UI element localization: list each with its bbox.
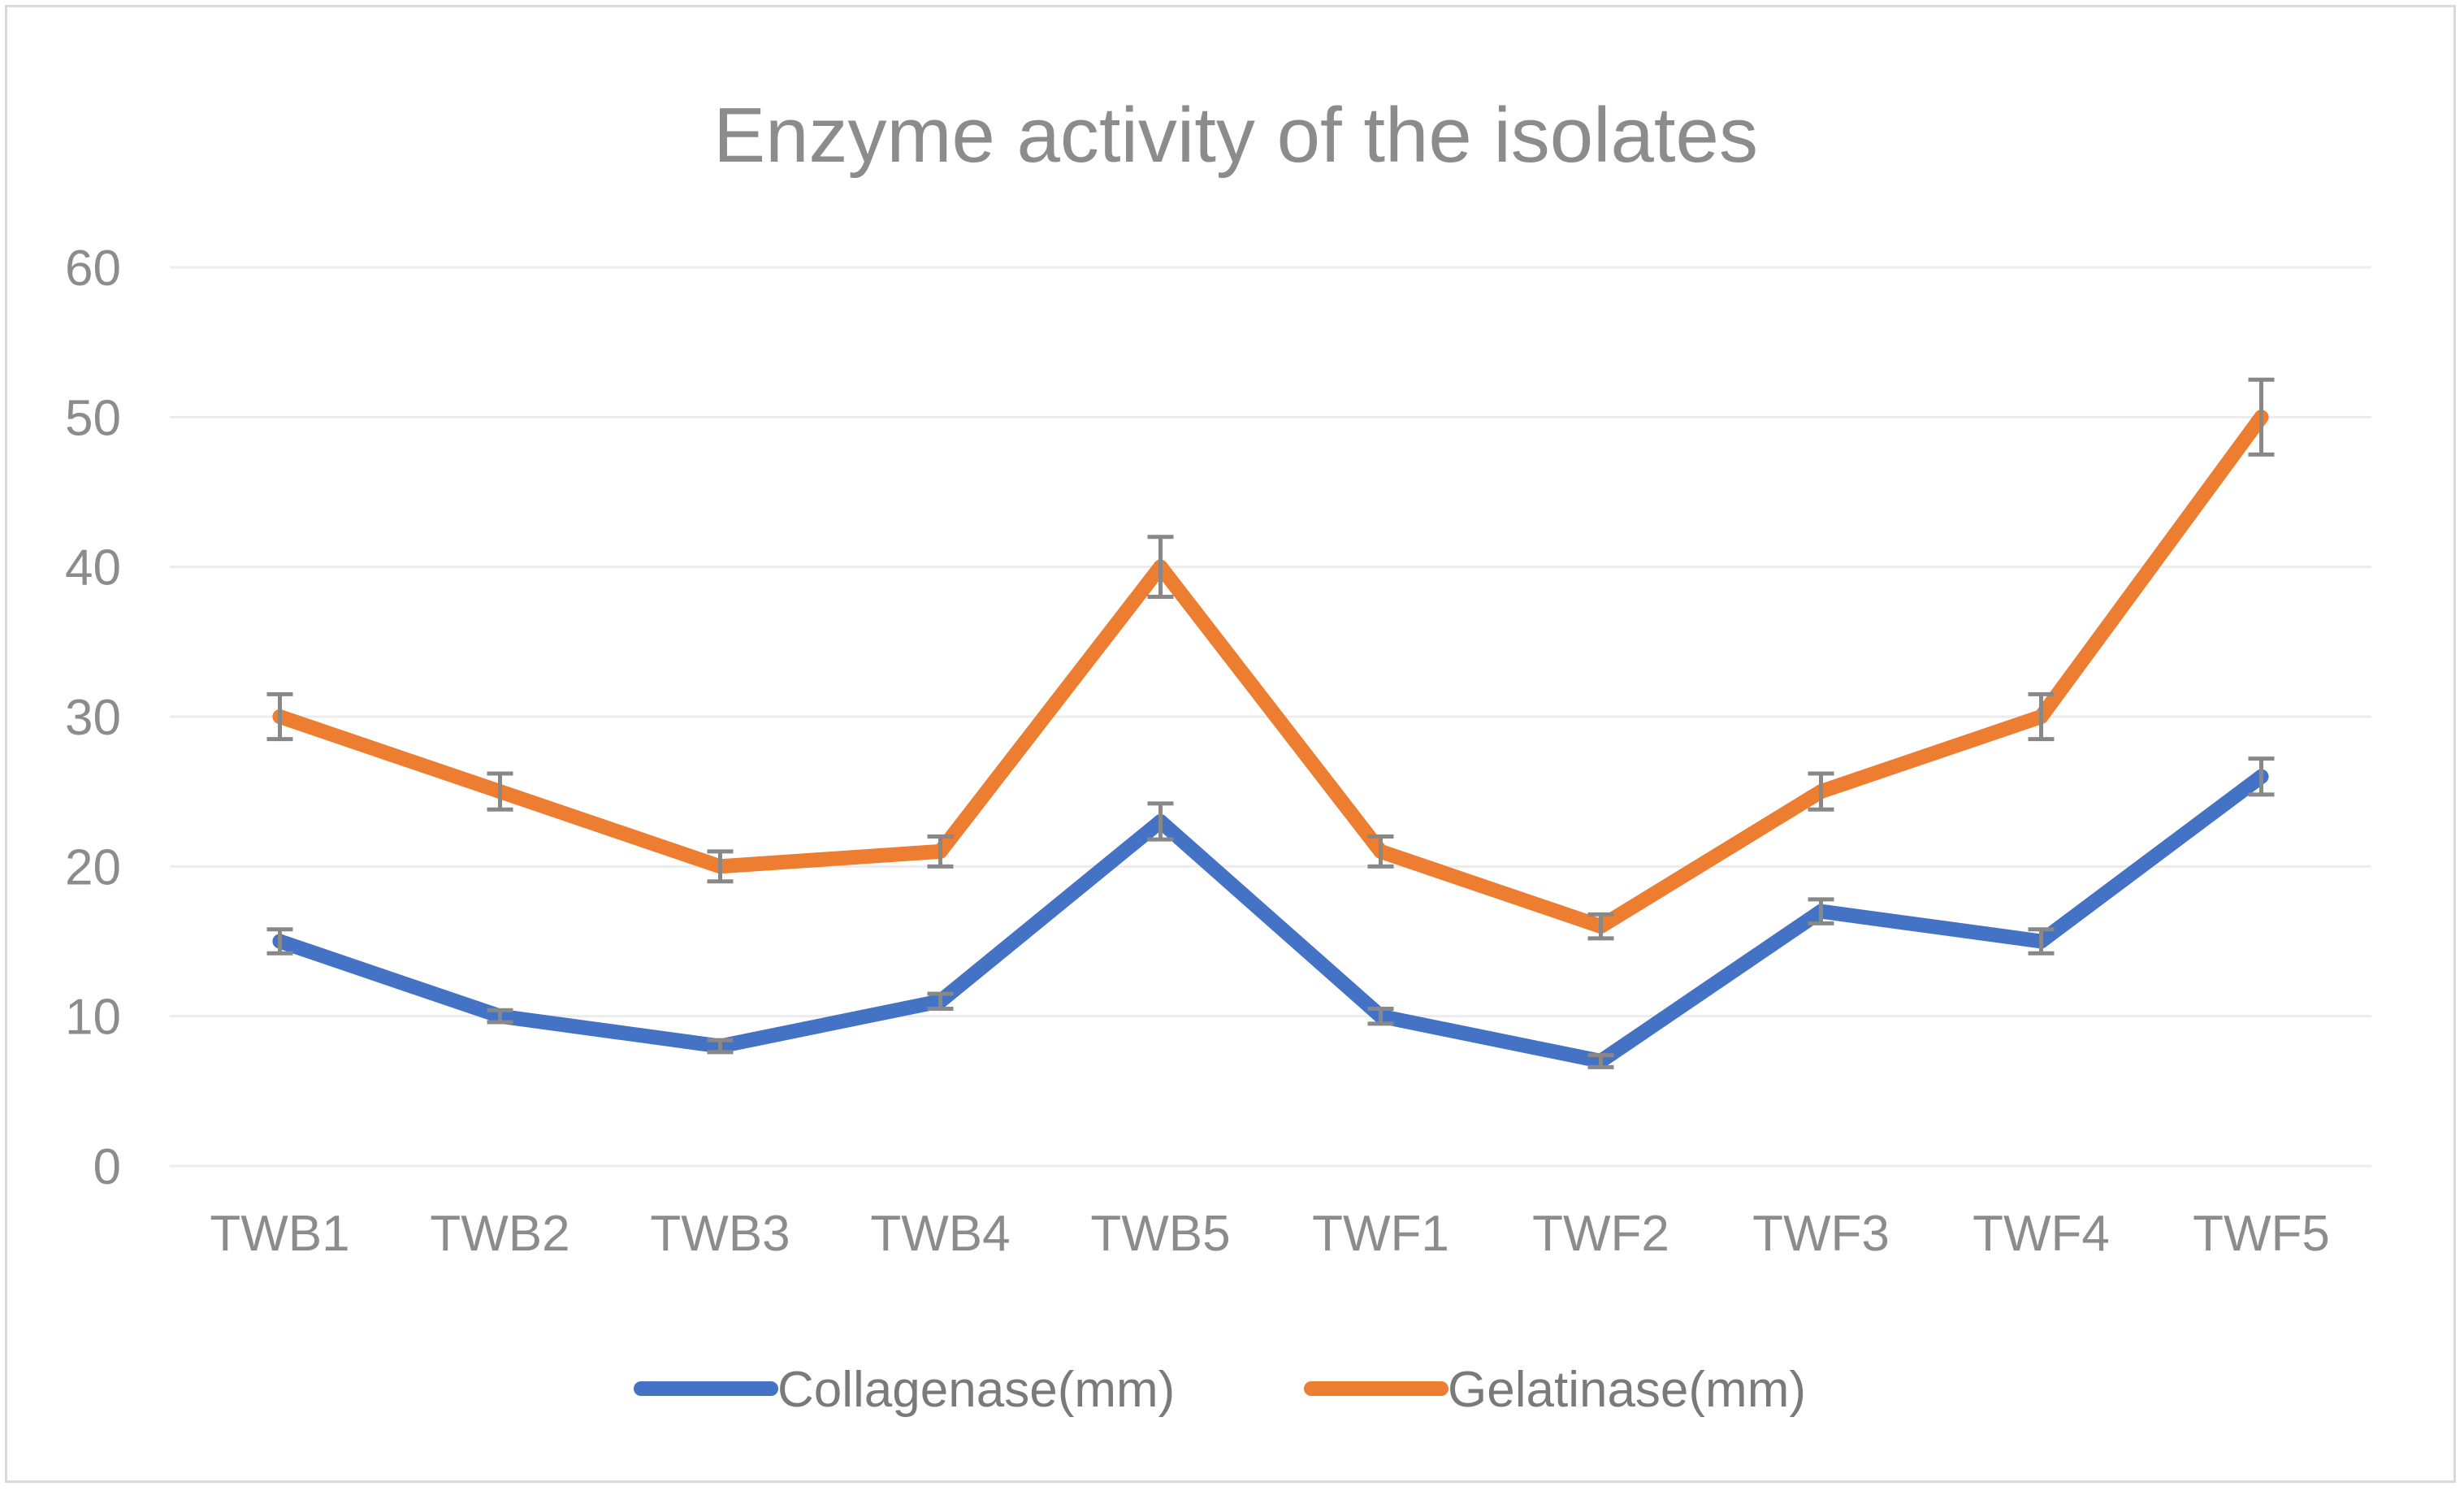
error-bar [1147,535,1174,600]
error-bar [2248,377,2275,457]
error-bar [1587,912,1614,941]
error-bar [1367,834,1394,869]
error-bar [1808,897,1834,925]
y-tick-label: 0 [93,1139,121,1195]
error-bars [266,377,2275,1069]
x-tick-label: TWB4 [870,1206,1010,1262]
y-tick-label: 20 [65,839,121,895]
error-bar [927,834,954,869]
x-tick-label: TWF1 [1312,1206,1449,1262]
x-tick-label: TWB1 [210,1206,349,1262]
error-bar [487,771,513,812]
y-tick-label: 10 [65,990,121,1046]
x-tick-label: TWF2 [1532,1206,1669,1262]
y-tick-label: 60 [65,241,121,297]
legend-label: Gelatinase(mm) [1448,1362,1806,1418]
x-tick-label: TWB3 [650,1206,790,1262]
chart-title: Enzyme activity of the isolates [713,92,1758,179]
x-axis-ticks: TWB1 TWB2 TWB3 TWB4 TWB5 TWF1 TWF2 TWF3 TWF4 TWF5 [210,1206,2329,1262]
legend-label: Collagenase(mm) [777,1362,1175,1418]
y-tick-label: 50 [65,390,121,446]
error-bar [266,691,293,742]
series-lines [272,410,2269,1068]
error-bar [2028,927,2055,956]
legend: Collagenase(mm) Gelatinase(mm) [634,1362,1806,1418]
error-bar [1147,801,1174,842]
series-line-collagenase [272,769,2269,1068]
error-bar [2028,691,2055,742]
chart: Enzyme activity of the isolates 0 10 20 30 4… [65,92,2371,1418]
x-tick-label: TWB2 [430,1206,569,1262]
error-bar [927,991,954,1011]
error-bar [707,1038,734,1055]
x-tick-label: TWF5 [2193,1206,2330,1262]
x-tick-label: TWF3 [1752,1206,1890,1262]
error-bar [266,927,293,956]
error-bar [1808,771,1834,812]
y-tick-label: 30 [65,690,121,746]
y-axis-ticks: 0 10 20 30 40 50 60 [65,241,121,1195]
x-tick-label: TWF4 [1972,1206,2110,1262]
chart-frame: Enzyme activity of the isolates 0 10 20 30 4… [5,5,2456,1483]
error-bar [1367,1006,1394,1026]
series-line-gelatinase [272,410,2269,934]
error-bar [2248,756,2275,797]
x-tick-label: TWB5 [1090,1206,1230,1262]
error-bar [487,1008,513,1025]
error-bar [1587,1053,1614,1069]
error-bar [707,849,734,884]
y-tick-label: 40 [65,540,121,596]
